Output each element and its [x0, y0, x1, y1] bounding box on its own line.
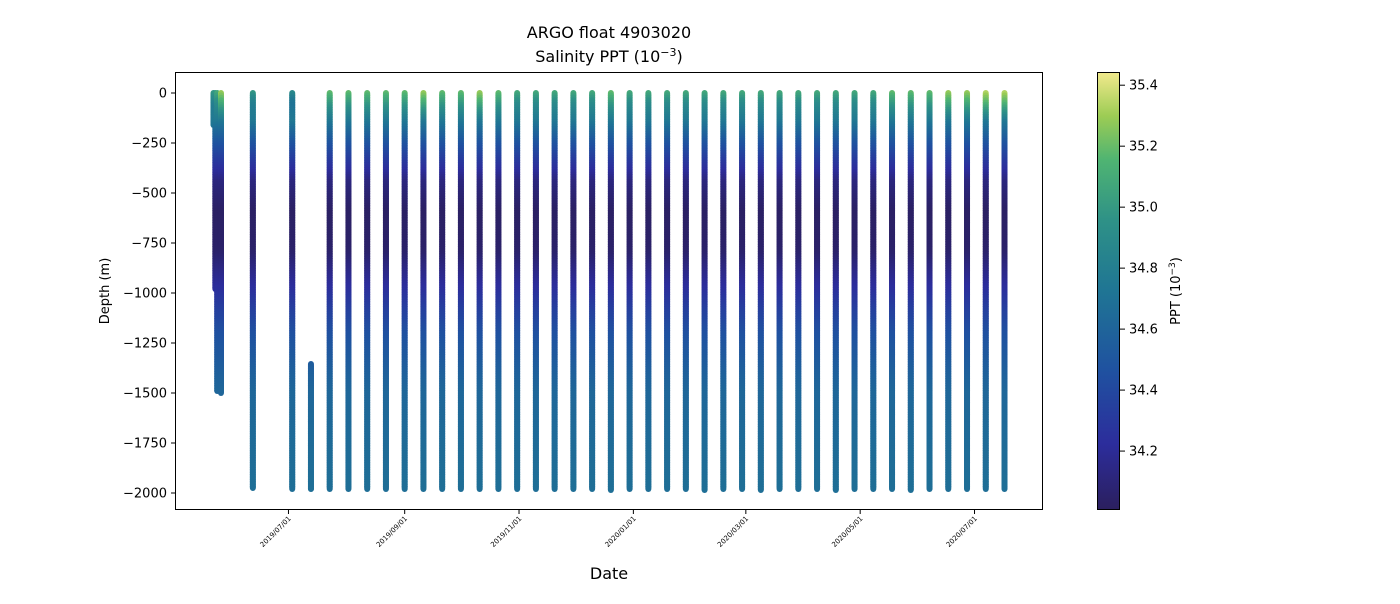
profile-series [213, 93, 1004, 490]
chart-subtitle: Salinity PPT (10−3) [535, 46, 683, 66]
chart-title: ARGO float 4903020 [527, 23, 691, 42]
